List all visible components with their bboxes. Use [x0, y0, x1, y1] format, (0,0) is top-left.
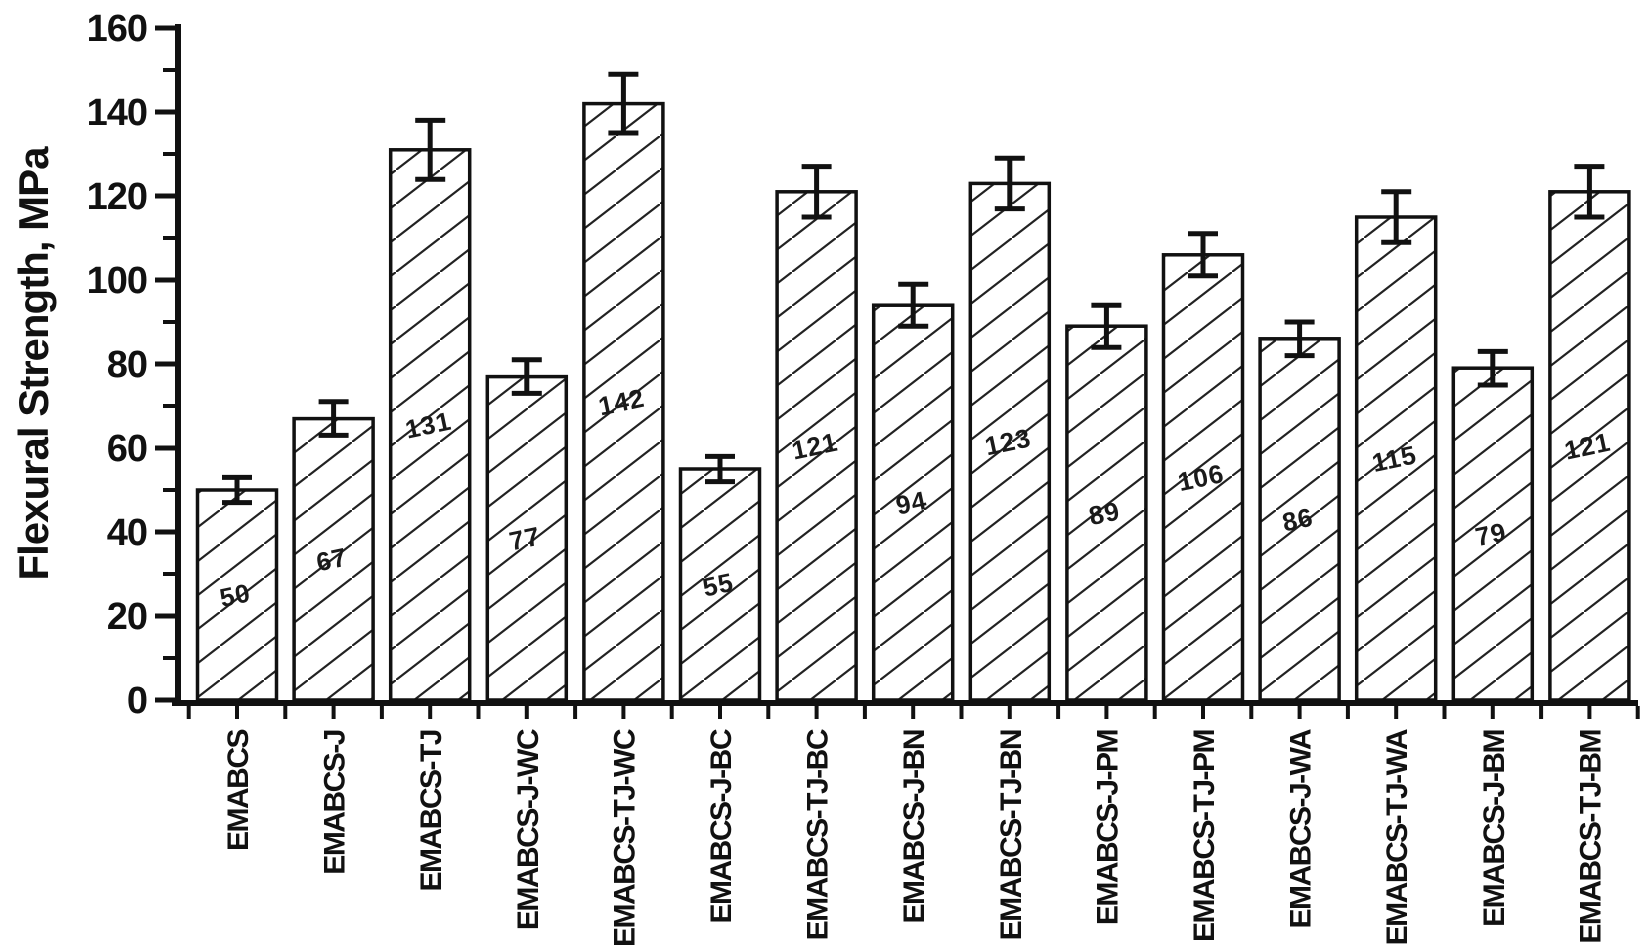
bars-group	[195, 101, 1631, 702]
error-bars-group	[222, 71, 1605, 506]
x-axis-line	[172, 700, 1638, 706]
y-tick-label: 0	[127, 680, 147, 722]
y-tick-label: 60	[107, 428, 147, 470]
x-tick-label: EMABCS	[222, 730, 255, 851]
y-tick-label: 100	[87, 260, 147, 302]
x-tick-label: EMABCS-TJ-BN	[995, 730, 1028, 940]
y-tick-label: 120	[87, 176, 147, 218]
bar	[775, 190, 858, 702]
x-tick-label: EMABCS-J-BC	[705, 729, 738, 923]
x-tick-label: EMABCS-J-WC	[512, 729, 545, 930]
y-axis-spine	[175, 24, 181, 706]
y-tick-label: 140	[87, 92, 147, 134]
bar	[968, 181, 1052, 702]
bar-value-label: 79	[1473, 516, 1509, 552]
y-tick-label: 20	[107, 596, 147, 638]
x-tick-label: EMABCS-J-PM	[1091, 730, 1124, 925]
y-axis-title: Flexural Strength, MPa	[10, 146, 57, 581]
bar	[1548, 190, 1631, 702]
y-tick-label: 40	[107, 512, 147, 554]
bar-value-label: 55	[700, 567, 736, 603]
x-tick-label: EMABCS-TJ-BM	[1574, 730, 1607, 944]
bar	[1258, 337, 1341, 702]
x-tick-label: EMABCS-TJ	[415, 730, 448, 892]
bar	[195, 488, 279, 702]
x-axis: EMABCS EMABCS-J EMABCS-TJ EMABCS-J-WC EMABCS…	[172, 700, 1640, 947]
bar-value-label: 77	[507, 521, 543, 557]
y-tick-label: 160	[87, 8, 147, 50]
bar	[1354, 215, 1438, 702]
x-tick-label: EMABCS-J	[319, 730, 352, 875]
x-tick-label: EMABCS-TJ-WA	[1381, 729, 1414, 945]
bar-value-label: 50	[217, 577, 253, 613]
x-tick-label: EMABCS-J-WA	[1285, 729, 1318, 928]
x-tick-label: EMABCS-J-BM	[1478, 730, 1511, 927]
x-tick-label: EMABCS-J-BN	[898, 730, 931, 924]
bar-value-label: 86	[1279, 502, 1315, 538]
x-tick-label: EMABCS-TJ-WC	[608, 729, 641, 947]
bar	[388, 148, 472, 702]
x-tick-label: EMABCS-TJ-BC	[802, 729, 835, 940]
x-tick-label: EMABCS-TJ-PM	[1188, 730, 1221, 942]
bar	[871, 303, 955, 702]
y-tick-label: 80	[107, 344, 147, 386]
bar-value-label: 89	[1086, 495, 1122, 531]
y-axis: 0 20 40 60 80 100 120 140 160	[87, 8, 181, 722]
bar-value-label: 94	[893, 485, 929, 521]
bar-value-label: 67	[313, 542, 349, 578]
